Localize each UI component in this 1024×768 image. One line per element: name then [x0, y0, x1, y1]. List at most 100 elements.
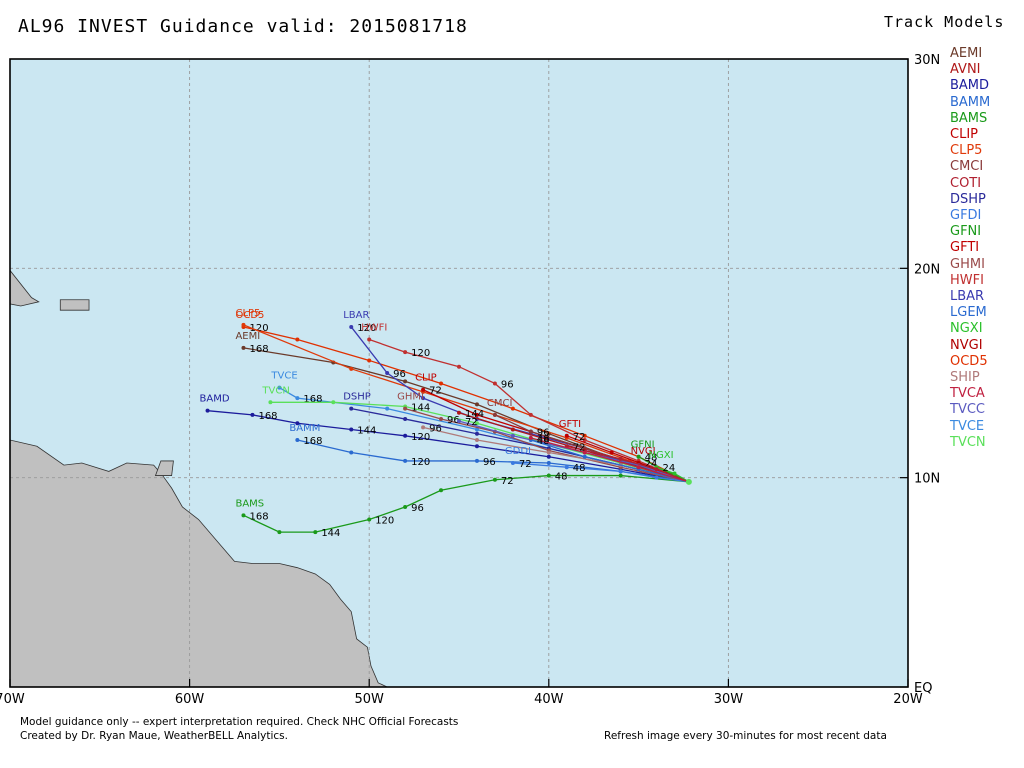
lon-label: 40W	[534, 692, 564, 707]
legend-item-ocd5: OCD5	[950, 353, 988, 369]
forecast-hour-label: 120	[411, 457, 430, 468]
map-title: AL96 INVEST Guidance valid: 2015081718	[18, 16, 468, 37]
forecast-hour-label: 144	[357, 426, 376, 437]
track-point	[492, 477, 497, 482]
forecast-hour-label: 120	[375, 516, 394, 527]
legend-item-tvca: TVCA	[950, 386, 985, 402]
forecast-hour-label: 48	[645, 453, 658, 464]
legend-item-ghmi: GHMI	[950, 256, 985, 272]
track-name-label: AEMI	[235, 331, 260, 342]
legend-item-avni: AVNI	[950, 62, 981, 78]
track-name-label: TVCE	[270, 371, 297, 382]
legend-item-aemi: AEMI	[950, 46, 983, 61]
lon-label: 30W	[714, 692, 744, 707]
track-point	[295, 421, 300, 426]
legend-item-clp5: CLP5	[950, 143, 983, 159]
track-point	[313, 530, 318, 535]
forecast-hour-label: 72	[519, 459, 532, 470]
legend-item-gfni: GFNI	[950, 224, 982, 240]
lat-label: 20N	[914, 262, 940, 277]
legend-item-nvgi: NVGI	[950, 337, 983, 353]
track-point	[474, 437, 479, 442]
track-bamd: 168 144 120 BAMD	[200, 394, 691, 484]
forecast-hour-label: 48	[573, 463, 586, 474]
track-point	[510, 461, 515, 466]
forecast-hour-label: 96	[393, 369, 406, 380]
track-point	[349, 324, 354, 329]
track-point	[582, 454, 587, 459]
track-point	[564, 465, 569, 470]
track-point	[528, 429, 533, 434]
track-point	[510, 406, 515, 411]
south-america-landmass	[10, 439, 388, 687]
track-point	[582, 437, 587, 442]
track-point	[421, 396, 426, 401]
track-point	[474, 444, 479, 449]
lat-label: EQ	[914, 681, 932, 696]
plot-border	[9, 58, 909, 688]
forecast-hour-label: 72	[501, 476, 514, 487]
track-point	[205, 408, 210, 413]
legend-item-hwfi: HWFI	[950, 272, 984, 288]
track-point	[403, 350, 408, 355]
track-point	[439, 381, 444, 386]
forecast-hour-label: 72	[465, 417, 478, 428]
track-point	[492, 412, 497, 417]
forecast-hour-label: 120	[411, 432, 430, 443]
lon-label: 60W	[175, 692, 205, 707]
track-point	[367, 337, 372, 342]
track-name-label: GDDI	[505, 446, 531, 457]
forecast-hour-label: 96	[501, 379, 514, 390]
track-point	[349, 366, 354, 371]
track-point	[367, 517, 372, 522]
track-point	[672, 471, 677, 476]
lon-label: 70W	[0, 692, 25, 707]
track-line-ocd5	[243, 326, 690, 483]
legend-item-tvcn: TVCN	[950, 434, 986, 450]
track-point	[268, 400, 273, 405]
track-tvca: 48	[528, 434, 691, 484]
track-point	[421, 425, 426, 430]
track-point	[439, 417, 444, 422]
track-point	[331, 400, 336, 405]
track-point	[546, 454, 551, 459]
track-point	[609, 450, 614, 455]
track-point	[618, 469, 623, 474]
track-point	[295, 396, 300, 401]
track-point	[474, 402, 479, 407]
track-point	[421, 387, 426, 392]
forecast-hour-label: 72	[573, 432, 586, 443]
track-point	[546, 450, 551, 455]
track-name-label: LBAR	[343, 310, 369, 321]
track-point	[474, 427, 479, 432]
track-point	[367, 358, 372, 363]
track-point	[403, 406, 408, 411]
track-point	[349, 406, 354, 411]
forecast-hour-label: 96	[411, 503, 424, 514]
footer-disclaimer: Model guidance only -- expert interpreta…	[20, 716, 459, 728]
legend-item-bamd: BAMD	[950, 78, 990, 94]
track-point	[528, 412, 533, 417]
model-tracks: 168AEMI120OCD5CLP512096LBAR12096HWFI72CL…	[200, 308, 691, 539]
track-point	[439, 488, 444, 493]
forecast-hour-label: 24	[663, 463, 676, 474]
track-point	[492, 381, 497, 386]
legend-item-bamm: BAMM	[950, 94, 991, 110]
legend-item-ship: SHIP	[950, 370, 980, 386]
track-name-label: HWFI	[361, 323, 387, 334]
track-name-label: CLP5	[235, 308, 260, 319]
track-point	[295, 437, 300, 442]
track-point	[385, 371, 390, 375]
track-name-label: DSHP	[343, 392, 371, 403]
track-gfdi: 72 48 GDDI	[505, 446, 691, 484]
legend-item-ngxi: NGXI	[950, 321, 983, 337]
forecast-hour-label: 144	[411, 402, 430, 413]
lon-label: 50W	[354, 692, 384, 707]
track-point	[528, 435, 533, 440]
track-point	[582, 450, 587, 455]
track-name-label: GFTI	[559, 419, 581, 430]
forecast-hour-label: 168	[249, 344, 268, 355]
forecast-hour-label: 168	[249, 511, 268, 522]
forecast-hour-label: 120	[357, 323, 376, 334]
track-point	[385, 406, 390, 411]
